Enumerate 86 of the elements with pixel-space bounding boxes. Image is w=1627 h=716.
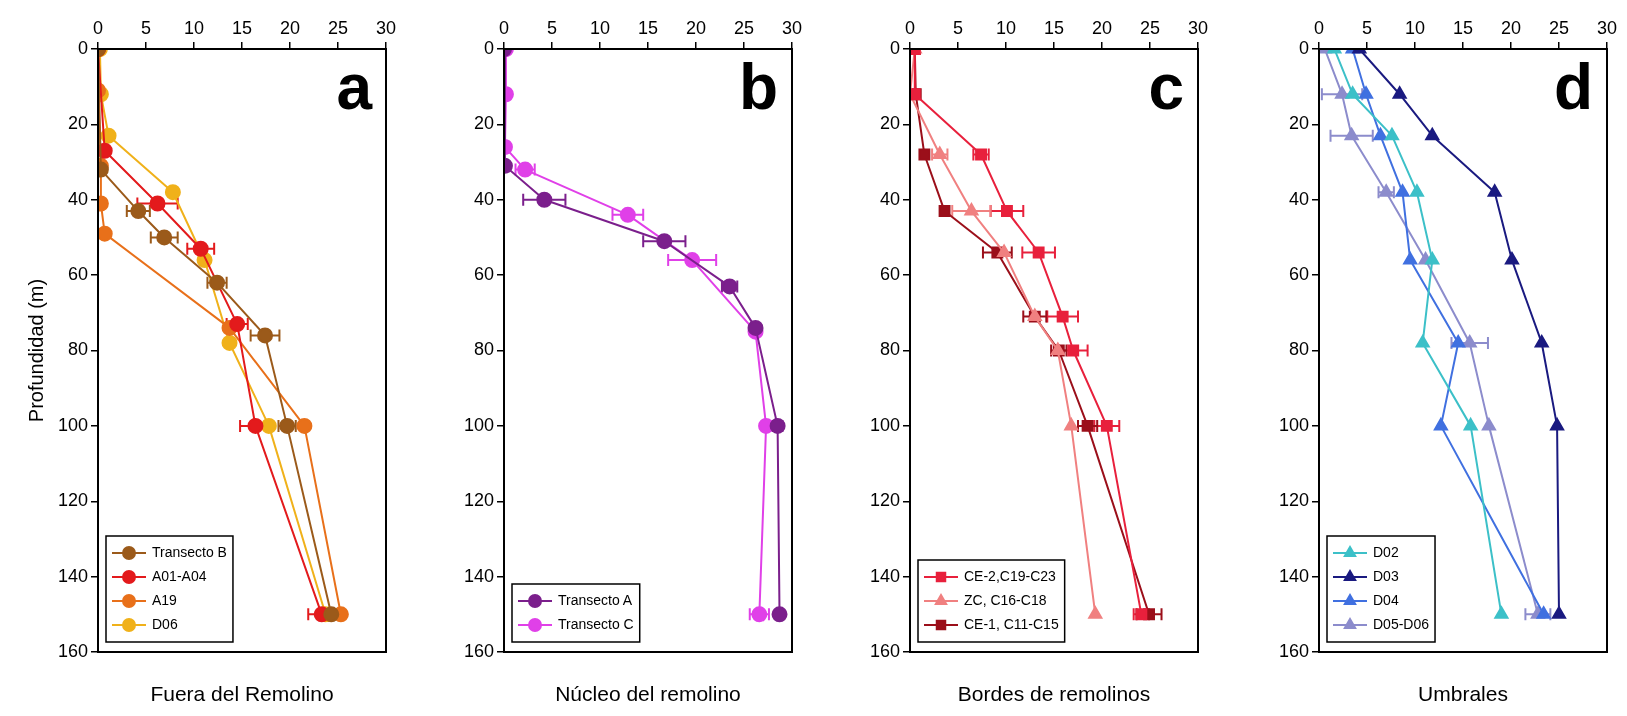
y-axis-title: Profundidad (m) [24,278,47,423]
legend-label: D05-D06 [1373,615,1430,632]
y-tick-label: 40 [473,188,494,209]
x-axis-title: Fuera del Remolino [150,682,334,706]
x-tick-label: 5 [546,18,558,39]
y-tick-label: 20 [473,113,494,134]
y-tick-label: 160 [57,640,88,661]
y-tick-label: 120 [463,490,494,511]
y-tick-label: 80 [67,339,88,360]
y-tick-label: 100 [57,414,88,435]
y-tick-label: 60 [473,264,494,285]
x-tick-label: 25 [733,18,755,39]
y-tick-label: 140 [57,565,88,586]
x-tick-label: 10 [183,18,205,39]
y-tick-label: 100 [1278,414,1309,435]
y-tick-label: 120 [869,490,900,511]
x-tick-label: 5 [1361,18,1373,39]
y-tick-label: 120 [57,490,88,511]
y-tick-label: 0 [889,37,900,58]
legend-label: ZC, C16-C18 [964,591,1047,608]
y-tick-label: 60 [1288,264,1309,285]
y-tick-label: 160 [869,640,900,661]
x-tick-label: 30 [1596,18,1618,39]
y-tick-label: 60 [879,264,900,285]
x-tick-label: 10 [589,18,611,39]
x-tick-label: 0 [92,18,104,39]
legend-label: A19 [152,591,178,608]
x-tick-label: 0 [904,18,916,39]
legend-label: CE-1, C11-C15 [964,615,1059,632]
x-tick-label: 0 [498,18,510,39]
y-tick-label: 80 [1288,339,1309,360]
x-tick-label: 30 [1187,18,1209,39]
legend-label: Transecto C [558,615,634,632]
y-tick-label: 160 [463,640,494,661]
y-tick-label: 160 [1278,640,1309,661]
x-tick-label: 10 [995,18,1017,39]
y-tick-label: 80 [879,339,900,360]
x-tick-label: 15 [1452,18,1474,39]
legend-label: D06 [152,615,178,632]
annotation: d [1553,50,1593,123]
y-tick-label: 0 [483,37,494,58]
y-tick-label: 100 [869,414,900,435]
y-tick-label: 20 [67,113,88,134]
x-tick-label: 15 [1043,18,1065,39]
x-tick-label: 30 [781,18,803,39]
x-tick-label: 5 [140,18,152,39]
annotation: c [1148,50,1184,123]
legend-label: Transecto B [152,543,227,560]
x-tick-label: 0 [1313,18,1325,39]
y-tick-label: 40 [879,188,900,209]
legend-label: Transecto A [558,591,633,608]
y-tick-label: 40 [67,188,88,209]
x-tick-label: 30 [375,18,397,39]
legend-label: D02 [1373,543,1399,560]
y-tick-label: 0 [1298,37,1309,58]
x-tick-label: 15 [637,18,659,39]
annotation: b [738,50,778,123]
x-tick-label: 10 [1404,18,1426,39]
legend-label: D03 [1373,567,1399,584]
legend-label: CE-2,C19-C23 [964,567,1057,584]
x-tick-label: 20 [685,18,707,39]
x-tick-label: 25 [1139,18,1161,39]
y-tick-label: 20 [1288,113,1309,134]
y-tick-label: 140 [463,565,494,586]
y-tick-label: 80 [473,339,494,360]
x-tick-label: 25 [327,18,349,39]
y-tick-label: 40 [1288,188,1309,209]
x-tick-label: 25 [1548,18,1570,39]
y-tick-label: 100 [463,414,494,435]
x-tick-label: 15 [231,18,253,39]
y-tick-label: 0 [77,37,88,58]
legend-label: D04 [1373,591,1399,608]
y-tick-label: 120 [1278,490,1309,511]
y-tick-label: 140 [1278,565,1309,586]
x-tick-label: 20 [1091,18,1113,39]
annotation: a [336,50,373,123]
x-tick-label: 20 [279,18,301,39]
x-tick-label: 5 [952,18,964,39]
y-tick-label: 20 [879,113,900,134]
x-axis-title: Umbrales [1418,682,1508,706]
x-axis-title: Bordes de remolinos [957,682,1151,706]
y-tick-label: 60 [67,264,88,285]
y-tick-label: 140 [869,565,900,586]
x-tick-label: 20 [1500,18,1522,39]
legend-label: A01-A04 [152,567,207,584]
x-axis-title: Núcleo del remolino [555,682,741,706]
